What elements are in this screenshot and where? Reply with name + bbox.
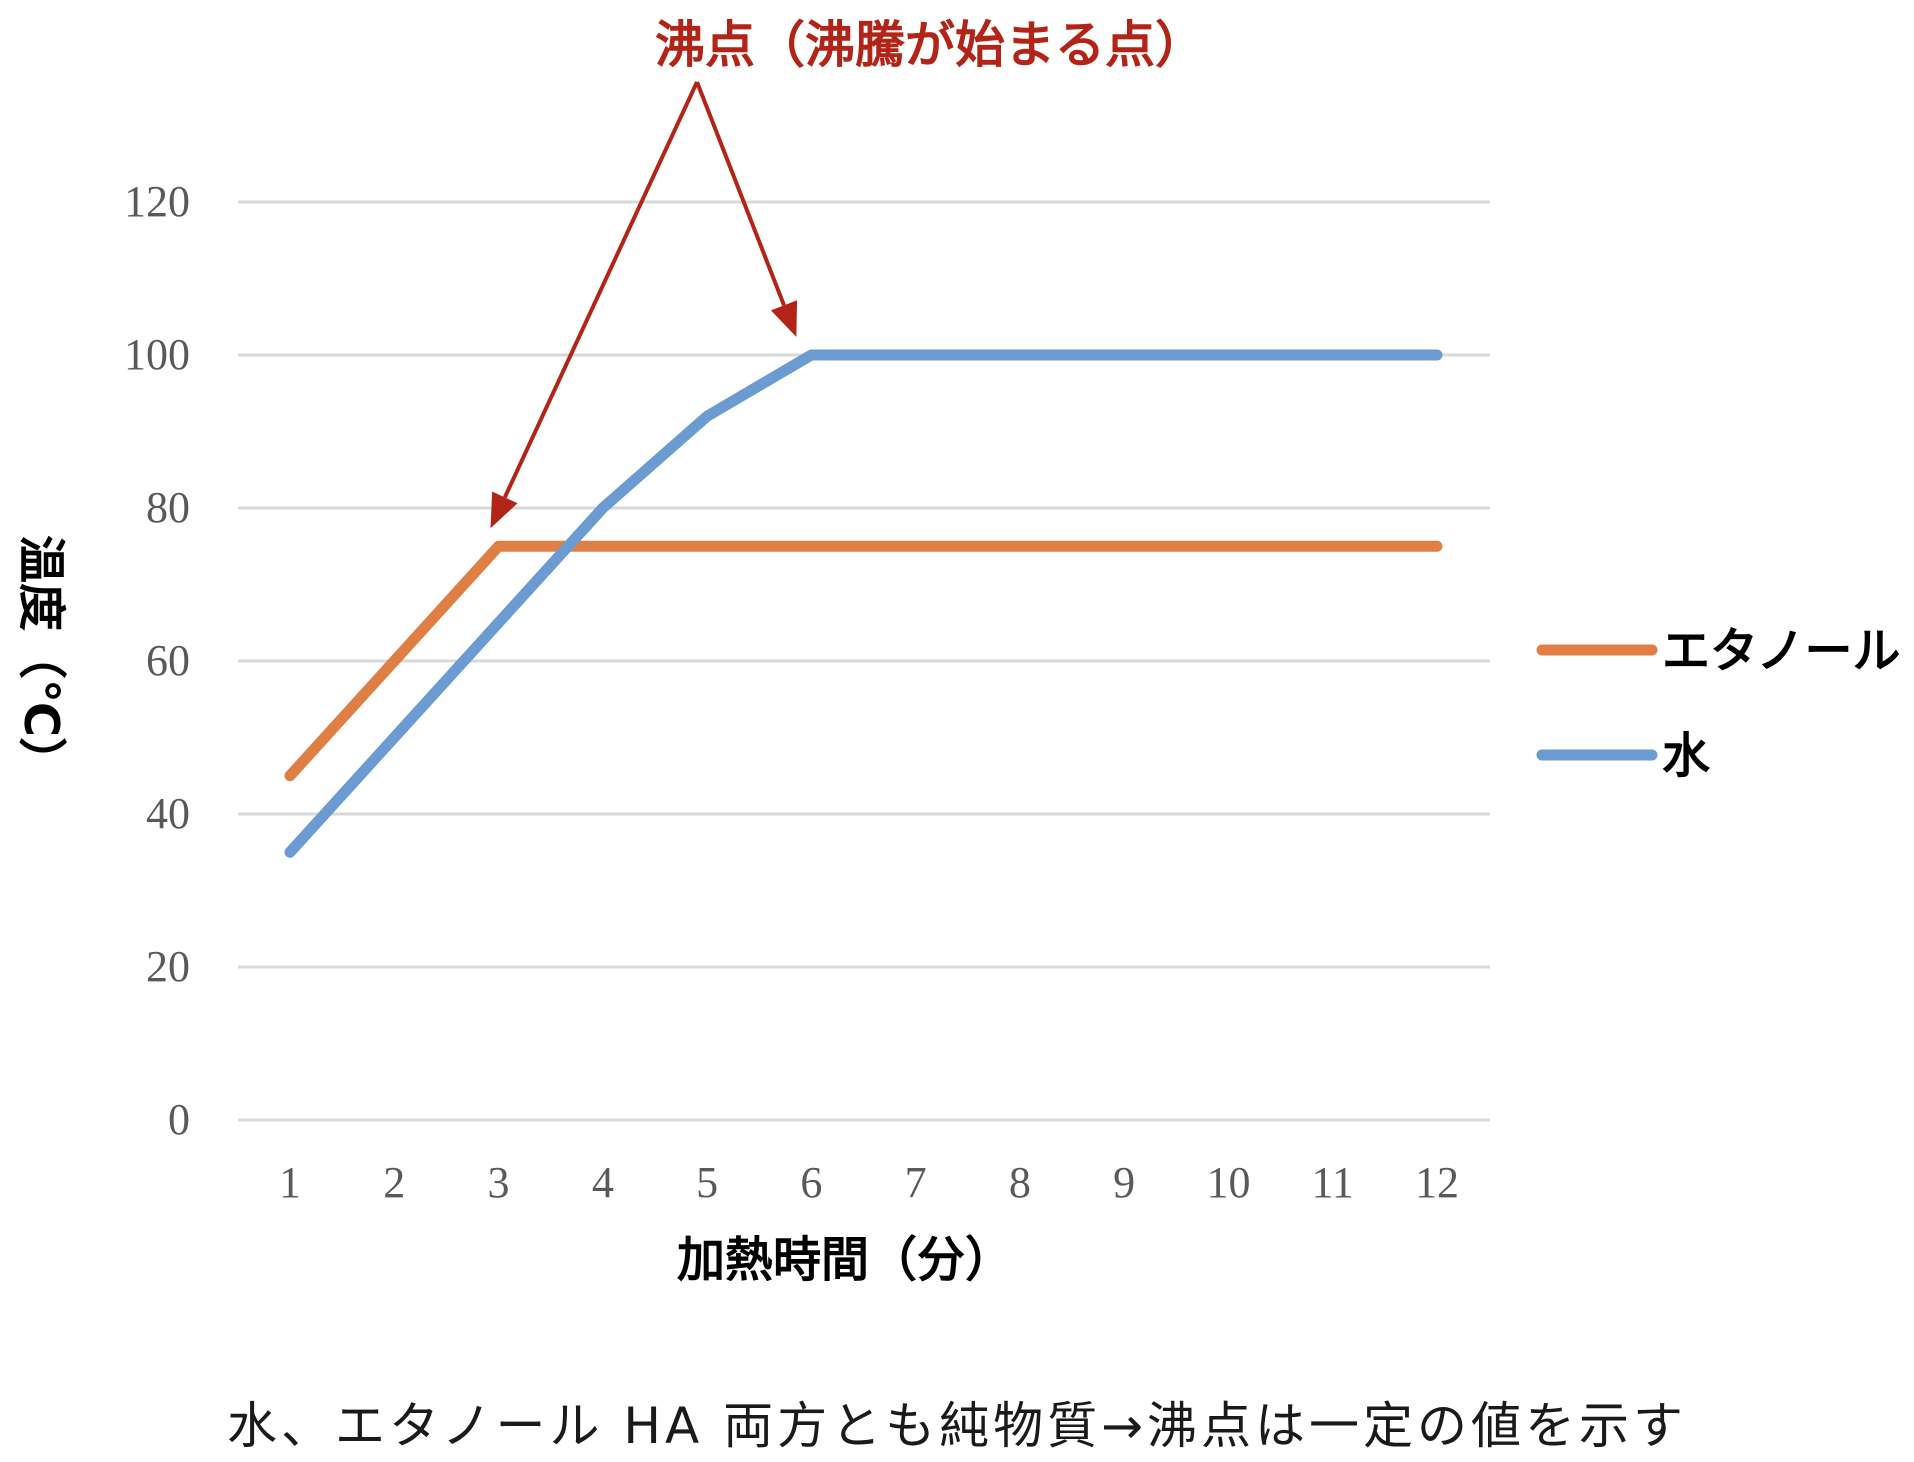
x-tick-label: 6 bbox=[800, 1158, 822, 1207]
x-tick-label: 8 bbox=[1009, 1158, 1031, 1207]
x-tick-label: 5 bbox=[696, 1158, 718, 1207]
x-tick-label: 12 bbox=[1415, 1158, 1459, 1207]
series-line-0 bbox=[284, 540, 1443, 782]
y-tick-label: 20 bbox=[146, 942, 190, 991]
y-axis-title: 温度（℃） bbox=[13, 535, 69, 785]
y-tick-label: 60 bbox=[146, 636, 190, 685]
series-lines bbox=[284, 349, 1443, 858]
y-tick-label: 40 bbox=[146, 789, 190, 838]
y-tick-label: 0 bbox=[168, 1095, 190, 1144]
x-tick-label: 3 bbox=[488, 1158, 510, 1207]
series-line-1 bbox=[284, 349, 1443, 858]
legend-label-0: エタノール bbox=[1662, 623, 1901, 679]
x-tick-label: 1 bbox=[279, 1158, 301, 1207]
y-tick-label: 80 bbox=[146, 483, 190, 532]
x-tick-label: 11 bbox=[1312, 1158, 1354, 1207]
legend-label-1: 水 bbox=[1662, 728, 1711, 784]
x-tick-label: 9 bbox=[1113, 1158, 1135, 1207]
x-axis-title: 加熱時間（分） bbox=[677, 1232, 1013, 1288]
gridlines bbox=[238, 200, 1490, 1122]
y-tick-label: 120 bbox=[124, 177, 190, 226]
annotation-arrow-1 bbox=[695, 81, 786, 307]
boiling-point-annotation: 沸点（沸騰が始まる点） bbox=[490, 16, 1205, 529]
annotation-arrow-0 bbox=[503, 81, 699, 499]
y-tick-labels: 0 20 40 60 80 100 120 bbox=[124, 177, 190, 1144]
caption: 水、エタノール HA 両方とも純物質→沸点は一定の値を示す bbox=[227, 1397, 1687, 1455]
x-tick-label: 10 bbox=[1206, 1158, 1250, 1207]
x-tick-labels: 1 2 3 4 5 6 7 8 9 10 11 12 bbox=[279, 1158, 1459, 1207]
annotation-arrowhead-0 bbox=[490, 491, 518, 529]
x-tick-label: 2 bbox=[383, 1158, 405, 1207]
x-tick-label: 7 bbox=[905, 1158, 927, 1207]
annotation-arrowhead-1 bbox=[770, 300, 798, 337]
y-tick-label: 100 bbox=[124, 330, 190, 379]
annotation-text: 沸点（沸騰が始まる点） bbox=[655, 16, 1205, 74]
x-tick-label: 4 bbox=[592, 1158, 614, 1207]
